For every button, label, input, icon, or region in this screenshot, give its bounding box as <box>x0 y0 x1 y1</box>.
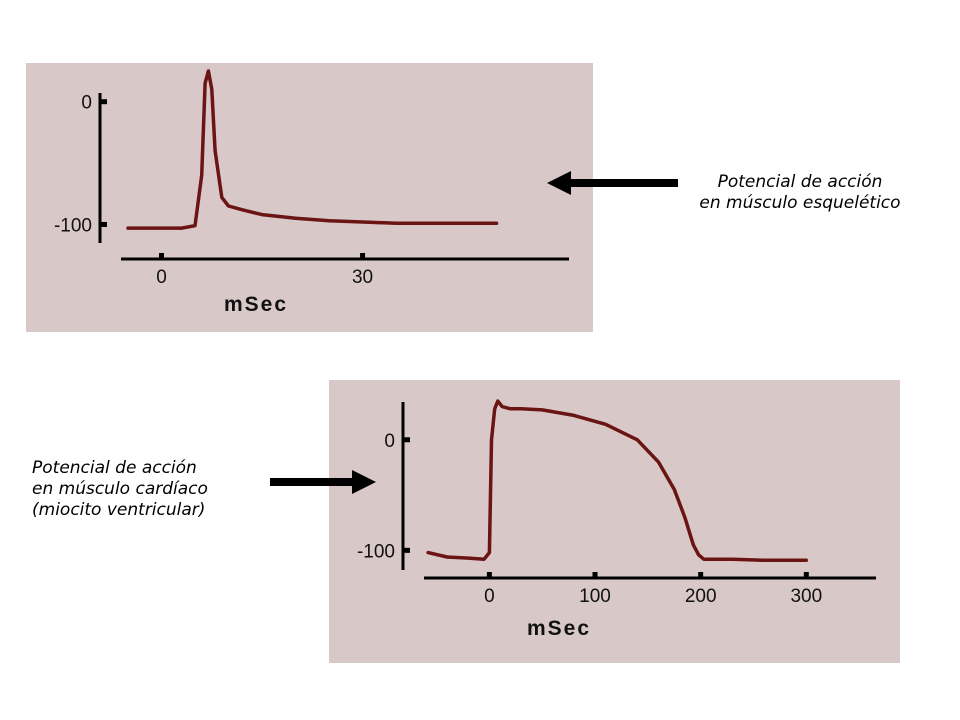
cardiac-chart: 0 -100 0 100 200 300 mSec <box>357 399 876 640</box>
cardiac-caption: Potencial de acción en músculo cardíaco … <box>32 458 208 521</box>
skeletal-chart-panel: 0 -100 0 30 mSec <box>26 63 593 332</box>
cardiac-x-tick-label: 300 <box>790 586 822 607</box>
cardiac-caption-line-2: en músculo cardíaco <box>32 479 208 499</box>
skeletal-series-line <box>126 69 499 230</box>
skeletal-y-tick-label: -100 <box>54 215 92 236</box>
cardiac-caption-line-3: (miocito ventricular) <box>32 500 206 520</box>
skeletal-caption-line-2: en músculo esquelético <box>699 193 901 213</box>
skeletal-x-tick-label: 0 <box>156 267 167 288</box>
cardiac-chart-panel: 0 -100 0 100 200 300 mSec <box>329 380 900 663</box>
cardiac-y-tick-label: 0 <box>384 431 395 452</box>
arrow-left-icon <box>547 171 678 195</box>
arrow-right-icon <box>270 470 376 494</box>
cardiac-x-axis-title: mSec <box>527 617 591 640</box>
cardiac-caption-line-1: Potencial de acción <box>32 458 197 478</box>
skeletal-y-tick-label: 0 <box>81 93 92 114</box>
cardiac-x-tick-label: 100 <box>579 586 611 607</box>
skeletal-caption: Potencial de acción en músculo esqueléti… <box>664 172 936 214</box>
skeletal-x-tick-label: 30 <box>352 267 373 288</box>
cardiac-y-tick-label: -100 <box>357 541 395 562</box>
skeletal-chart: 0 -100 0 30 mSec <box>54 69 569 316</box>
cardiac-series-line <box>426 399 809 563</box>
skeletal-x-axis-title: mSec <box>224 293 288 316</box>
cardiac-x-tick-label: 0 <box>484 586 495 607</box>
cardiac-x-tick-label: 200 <box>685 586 717 607</box>
skeletal-caption-line-1: Potencial de acción <box>717 172 883 192</box>
